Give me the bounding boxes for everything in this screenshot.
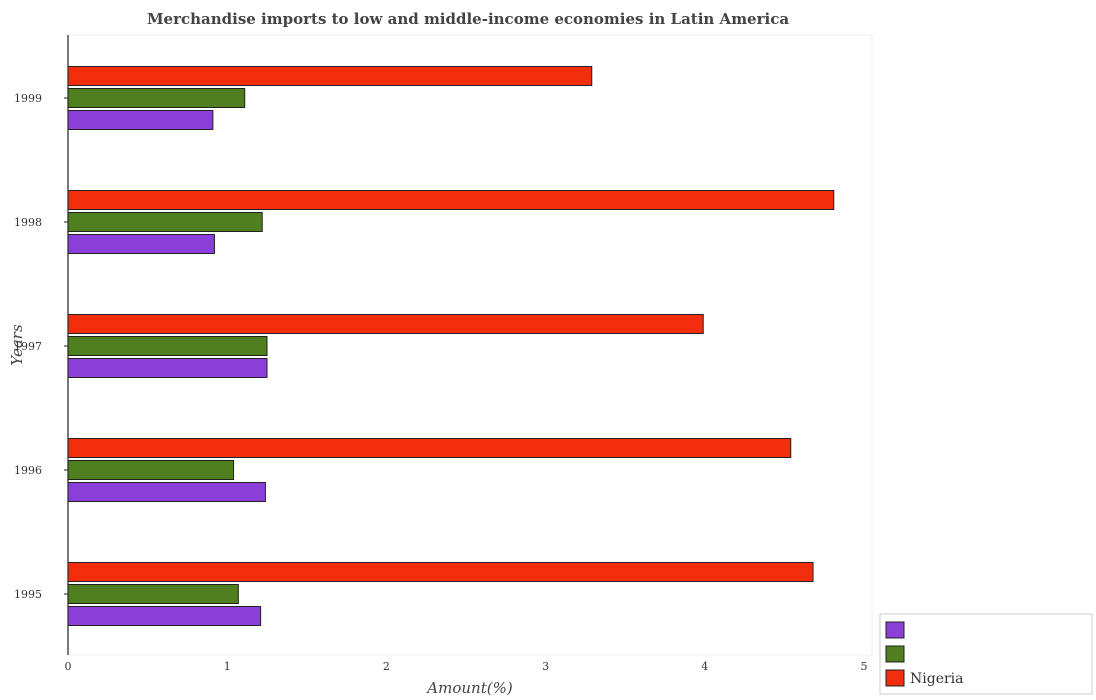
bar-series-1-1997 [67, 358, 268, 378]
bar-series-2-1995 [67, 584, 239, 604]
chart-title: Merchandise imports to low and middle-in… [147, 10, 789, 28]
bar-series-2-1999 [67, 88, 246, 108]
bar-series-1-1996 [67, 482, 266, 502]
y-tick-label: 1997 [14, 340, 42, 353]
x-tick-label: 1 [224, 660, 231, 673]
x-tick-label: 2 [383, 660, 390, 673]
legend-swatch-3 [885, 669, 905, 687]
bars-group [67, 66, 835, 626]
x-tick-labels: 0 1 2 3 4 5 [65, 660, 868, 673]
y-tick-label: 1996 [14, 464, 42, 477]
x-tick-label: 5 [861, 660, 868, 673]
legend: Nigeria [879, 613, 1093, 695]
bar-series-2-1996 [67, 460, 235, 480]
bar-series-3-1997 [67, 314, 704, 334]
y-tick-labels: 1995 1996 1997 1998 1999 [14, 92, 68, 601]
bar-series-2-1997 [67, 336, 268, 356]
y-tick-label: 1995 [14, 588, 42, 601]
legend-swatch-1 [885, 621, 905, 639]
x-tick-label: 3 [542, 660, 549, 673]
legend-box [879, 613, 1093, 695]
bar-series-3-1999 [67, 66, 593, 86]
y-axis-label: Years [8, 324, 26, 366]
bar-series-1-1999 [67, 110, 214, 130]
y-tick-label: 1998 [14, 216, 42, 229]
bar-series-1-1998 [67, 234, 215, 254]
legend-swatch-2 [885, 645, 905, 663]
bar-series-3-1996 [67, 438, 792, 458]
legend-label-3: Nigeria [910, 671, 964, 687]
bar-series-1-1995 [67, 606, 262, 626]
bar-series-3-1998 [67, 190, 835, 210]
bar-series-3-1995 [67, 562, 814, 582]
bar-series-2-1998 [67, 212, 263, 232]
x-axis-label: Amount(%) [425, 679, 513, 697]
x-tick-label: 0 [65, 660, 72, 673]
x-tick-label: 4 [701, 660, 708, 673]
y-tick-label: 1999 [14, 92, 42, 105]
